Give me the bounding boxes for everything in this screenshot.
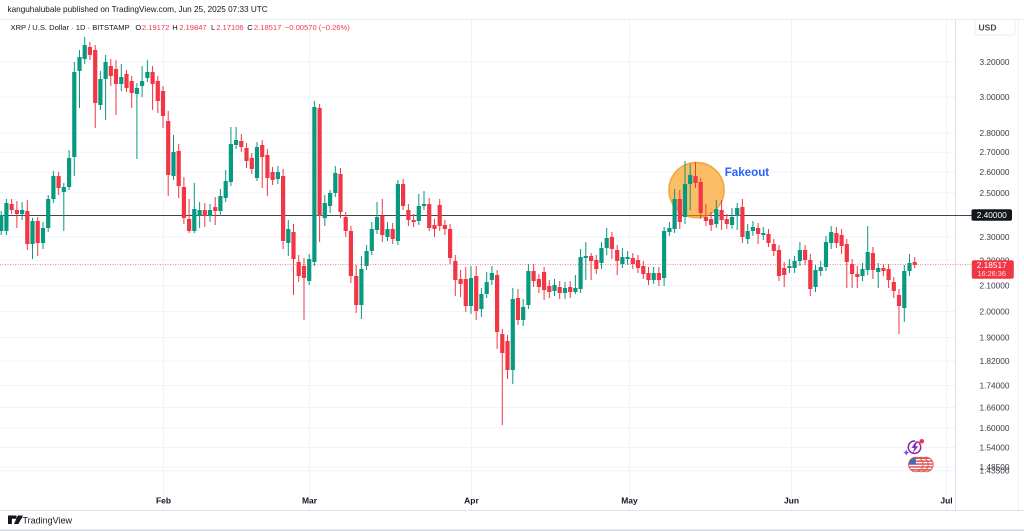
svg-text:1.66000: 1.66000 — [980, 403, 1010, 413]
svg-text:1.90000: 1.90000 — [980, 333, 1010, 343]
svg-text:1.43500: 1.43500 — [980, 466, 1010, 476]
svg-text:2.60000: 2.60000 — [980, 167, 1010, 177]
svg-text:1.48500: 1.48500 — [980, 462, 1010, 472]
svg-text:Jun: Jun — [784, 496, 799, 506]
svg-text:3.00000: 3.00000 — [980, 92, 1010, 102]
svg-text:USD: USD — [979, 22, 997, 32]
svg-text:1.74000: 1.74000 — [980, 381, 1010, 391]
svg-text:16:26:36: 16:26:36 — [977, 269, 1005, 278]
svg-text:Feb: Feb — [156, 496, 171, 506]
svg-text:Mar: Mar — [302, 496, 318, 506]
svg-text:2.10000: 2.10000 — [980, 281, 1010, 291]
svg-text:Jul: Jul — [940, 496, 952, 506]
svg-text:2.70000: 2.70000 — [980, 147, 1010, 157]
svg-text:1.54000: 1.54000 — [980, 443, 1010, 453]
svg-text:1.82000: 1.82000 — [980, 356, 1010, 366]
svg-text:2.00000: 2.00000 — [980, 306, 1010, 316]
svg-text:Apr: Apr — [464, 496, 479, 506]
svg-text:2.18517: 2.18517 — [977, 260, 1007, 270]
svg-text:May: May — [621, 496, 638, 506]
svg-text:TradingView: TradingView — [23, 516, 73, 526]
svg-text:2.30000: 2.30000 — [980, 232, 1010, 242]
svg-text:2.80000: 2.80000 — [980, 128, 1010, 138]
svg-text:2.40000: 2.40000 — [977, 210, 1007, 220]
svg-text:1.60000: 1.60000 — [980, 423, 1010, 433]
svg-text:2.50000: 2.50000 — [980, 188, 1010, 198]
svg-text:3.20000: 3.20000 — [980, 57, 1010, 67]
svg-text:Fakeout: Fakeout — [725, 166, 770, 179]
